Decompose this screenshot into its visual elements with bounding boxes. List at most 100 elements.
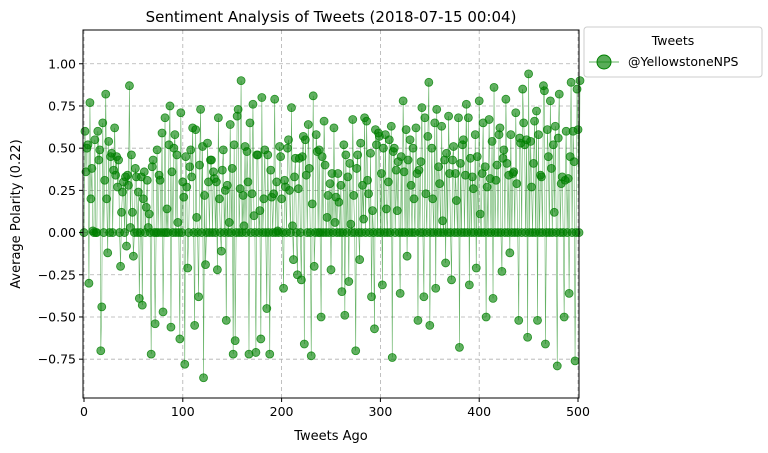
data-point [519,118,529,128]
data-point [95,145,105,155]
data-point [529,158,538,168]
data-point [272,177,282,187]
data-point [173,218,183,227]
data-point [432,104,442,114]
data-point [509,167,519,177]
data-point [138,194,148,204]
data-point [501,94,511,104]
data-point [333,169,343,178]
y-tick-label: 0.50 [48,141,76,156]
data-point [540,86,549,96]
chart-title: Sentiment Analysis of Tweets (2018-07-15… [146,8,517,26]
data-point [83,140,93,150]
data-point [392,206,402,216]
data-point [166,322,176,332]
data-point [414,165,424,175]
data-point [572,84,582,94]
data-point [224,218,234,227]
data-point [421,189,431,199]
data-point [492,160,502,170]
data-point [552,361,562,371]
data-point [549,207,559,217]
data-point [363,175,372,185]
data-point [133,187,143,197]
data-point [463,113,473,123]
axes-frame [82,29,580,399]
data-point [255,206,265,216]
data-point [214,194,224,204]
data-point [566,77,576,87]
data-point [269,189,279,199]
data-point [176,108,186,118]
data-point [484,115,494,124]
data-point [229,140,239,150]
x-axis-label: Tweets Ago [293,429,368,444]
data-point [216,246,226,256]
data-point [86,194,96,204]
data-point [201,260,210,270]
data-point [455,342,464,352]
data-point [449,142,458,151]
legend-box [583,26,763,78]
data-point [377,280,387,290]
data-point [93,126,103,136]
data-point [221,315,231,325]
data-point [122,241,131,251]
data-point [259,194,269,204]
data-point [570,356,580,366]
data-point [482,182,492,192]
data-point [304,164,314,173]
data-point [329,123,339,133]
data-point [284,135,293,145]
data-point [317,152,327,162]
data-point [101,89,111,99]
data-point [435,179,445,189]
legend-title: Tweets [651,33,695,48]
data-point [468,184,478,194]
y-tick-label: 0.25 [48,183,76,198]
data-point [386,121,396,131]
data-point [411,123,421,133]
y-tick-label: 0.00 [48,225,76,240]
y-axis-label: Average Polarity (0.22) [9,139,24,288]
data-point [181,152,191,162]
data-point [80,126,90,136]
data-point [523,332,533,342]
data-point [541,339,550,349]
data-point [348,115,358,124]
data-point [212,265,222,275]
data-point [530,116,539,126]
data-point [444,111,453,121]
data-point [512,179,522,189]
data-point [196,104,205,114]
data-point [277,194,287,204]
data-point [148,155,158,165]
data-point [120,228,129,237]
data-point [451,169,460,178]
data-point [542,125,552,135]
data-point [243,177,253,187]
data-point [376,169,386,178]
data-point [146,349,156,359]
x-axis: 0 100 200 300 400 500 [80,398,590,419]
data-point [94,155,104,165]
data-point [456,158,465,168]
data-point [139,167,149,177]
data-point [387,353,397,362]
data-point [472,152,482,162]
data-point [334,197,344,207]
data-point [546,164,556,173]
data-point [179,192,189,202]
data-point [316,312,326,322]
data-point [353,150,363,160]
data-point [344,277,354,286]
data-point [497,266,507,276]
data-point [230,336,240,346]
data-point [102,194,112,204]
data-point [563,174,573,183]
data-point [127,207,137,217]
data-point [366,148,375,158]
data-point [117,207,126,217]
data-point [506,130,516,140]
